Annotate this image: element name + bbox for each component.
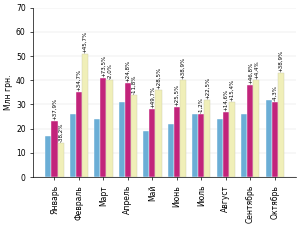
Text: +73,5%: +73,5% <box>101 55 106 77</box>
Text: +24,8%: +24,8% <box>125 60 130 82</box>
Bar <box>192 114 198 177</box>
Text: +45,7%: +45,7% <box>82 31 88 53</box>
Bar <box>204 100 211 177</box>
Bar <box>229 102 235 177</box>
Bar <box>278 73 284 177</box>
Text: +37,9%: +37,9% <box>52 98 57 121</box>
Text: +49,7%: +49,7% <box>150 86 155 108</box>
Text: -38,2%: -38,2% <box>58 123 63 142</box>
Bar <box>180 80 186 177</box>
Bar <box>119 102 125 177</box>
Bar <box>45 136 51 177</box>
Bar <box>94 119 100 177</box>
Bar <box>272 102 278 177</box>
Text: +4,4%: +4,4% <box>254 61 259 79</box>
Bar <box>51 122 58 177</box>
Bar <box>168 124 174 177</box>
Bar <box>253 80 260 177</box>
Bar <box>174 107 180 177</box>
Bar <box>143 131 149 177</box>
Text: +38,9%: +38,9% <box>180 57 185 79</box>
Bar <box>155 90 161 177</box>
Text: +46,8%: +46,8% <box>248 62 253 84</box>
Bar <box>131 95 137 177</box>
Bar <box>106 80 112 177</box>
Text: -4,3%: -4,3% <box>272 85 277 101</box>
Bar <box>149 109 155 177</box>
Text: +34,7%: +34,7% <box>76 69 81 92</box>
Text: -1,2%: -1,2% <box>199 97 204 113</box>
Text: +25,5%: +25,5% <box>174 84 179 106</box>
Bar <box>70 114 76 177</box>
Text: +22,5%: +22,5% <box>205 77 210 99</box>
Bar <box>82 54 88 177</box>
Bar <box>58 143 64 177</box>
Text: +15,4%: +15,4% <box>230 79 234 101</box>
Bar <box>100 78 106 177</box>
Text: +14,6%: +14,6% <box>223 89 228 111</box>
Text: -11,8%: -11,8% <box>131 75 136 94</box>
Bar <box>76 92 82 177</box>
Text: +38,9%: +38,9% <box>278 50 283 72</box>
Bar <box>217 119 223 177</box>
Y-axis label: Млн грн.: Млн грн. <box>4 75 13 110</box>
Bar <box>247 85 253 177</box>
Text: +28,5%: +28,5% <box>156 67 161 89</box>
Bar <box>223 112 229 177</box>
Bar <box>198 114 204 177</box>
Text: -2,0%: -2,0% <box>107 63 112 79</box>
Bar <box>125 83 131 177</box>
Bar <box>241 114 247 177</box>
Bar <box>266 100 272 177</box>
